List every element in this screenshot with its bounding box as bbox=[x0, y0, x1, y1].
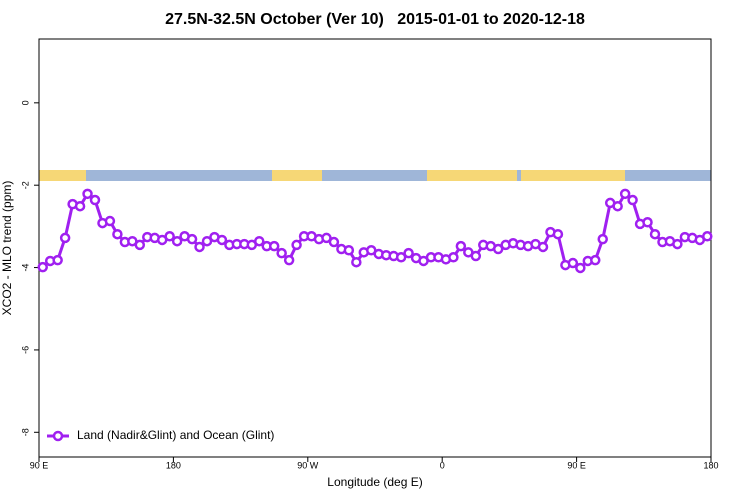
x-tick-label: 90 W bbox=[297, 460, 319, 470]
data-point bbox=[186, 233, 198, 245]
y-tick-label: -2 bbox=[20, 181, 30, 189]
x-tick-label: 180 bbox=[703, 460, 718, 470]
data-point bbox=[164, 231, 175, 242]
y-tick-label: -4 bbox=[20, 264, 30, 272]
data-point bbox=[403, 247, 414, 259]
data-point bbox=[672, 238, 683, 250]
data-point bbox=[455, 240, 467, 252]
data-point bbox=[74, 200, 86, 212]
data-point bbox=[37, 261, 48, 273]
data-point bbox=[52, 254, 63, 266]
y-tick-label: -6 bbox=[20, 346, 30, 354]
data-point bbox=[492, 243, 504, 255]
data-point bbox=[171, 235, 183, 247]
data-point bbox=[201, 235, 213, 247]
legend-label: Land (Nadir&Glint) and Ocean (Glint) bbox=[77, 428, 274, 442]
data-point bbox=[104, 215, 116, 227]
ocean-band bbox=[39, 170, 711, 181]
data-point bbox=[89, 194, 101, 206]
data-point bbox=[448, 252, 459, 263]
data-point bbox=[194, 241, 205, 253]
data-point bbox=[59, 232, 71, 244]
data-point bbox=[470, 250, 482, 262]
data-point bbox=[343, 245, 355, 256]
data-point bbox=[612, 200, 623, 212]
y-tick-label: 0 bbox=[20, 100, 30, 105]
x-tick-label: 0 bbox=[440, 460, 445, 470]
data-point bbox=[268, 240, 280, 252]
legend-marker bbox=[52, 430, 64, 442]
data-point bbox=[283, 254, 295, 266]
data-point bbox=[575, 262, 586, 274]
data-point bbox=[328, 236, 340, 248]
data-point bbox=[649, 228, 661, 240]
data-point bbox=[291, 239, 302, 251]
x-axis-label: Longitude (deg E) bbox=[327, 475, 422, 489]
data-point bbox=[321, 232, 332, 244]
data-point bbox=[82, 188, 93, 200]
land-band bbox=[521, 170, 625, 181]
land-ocean-strip bbox=[39, 170, 711, 181]
land-band bbox=[427, 170, 517, 181]
land-band bbox=[272, 170, 322, 181]
data-point bbox=[537, 241, 549, 253]
data-point bbox=[702, 231, 713, 242]
data-point bbox=[112, 228, 123, 240]
data-point bbox=[216, 234, 228, 246]
data-point bbox=[627, 194, 638, 206]
x-tick-label: 90 E bbox=[567, 460, 586, 470]
data-point bbox=[351, 256, 362, 268]
chart-title: 27.5N-32.5N October (Ver 10) 2015-01-01 … bbox=[165, 11, 585, 28]
data-point bbox=[395, 252, 407, 263]
data-point bbox=[642, 217, 653, 228]
y-tick-label: -8 bbox=[20, 428, 30, 436]
data-point bbox=[619, 188, 631, 200]
data-point bbox=[590, 254, 601, 266]
data-point bbox=[567, 257, 579, 269]
x-tick-label: 180 bbox=[166, 460, 181, 470]
data-point bbox=[552, 228, 564, 240]
data-point bbox=[597, 233, 608, 245]
data-point bbox=[254, 235, 265, 247]
x-tick-label: 90 E bbox=[30, 460, 49, 470]
y-axis-label: XCO2 - MLO trend (ppm) bbox=[0, 181, 14, 316]
data-point bbox=[276, 247, 287, 259]
data-point bbox=[134, 239, 146, 251]
plot-frame bbox=[38, 38, 712, 458]
land-band bbox=[39, 170, 86, 181]
